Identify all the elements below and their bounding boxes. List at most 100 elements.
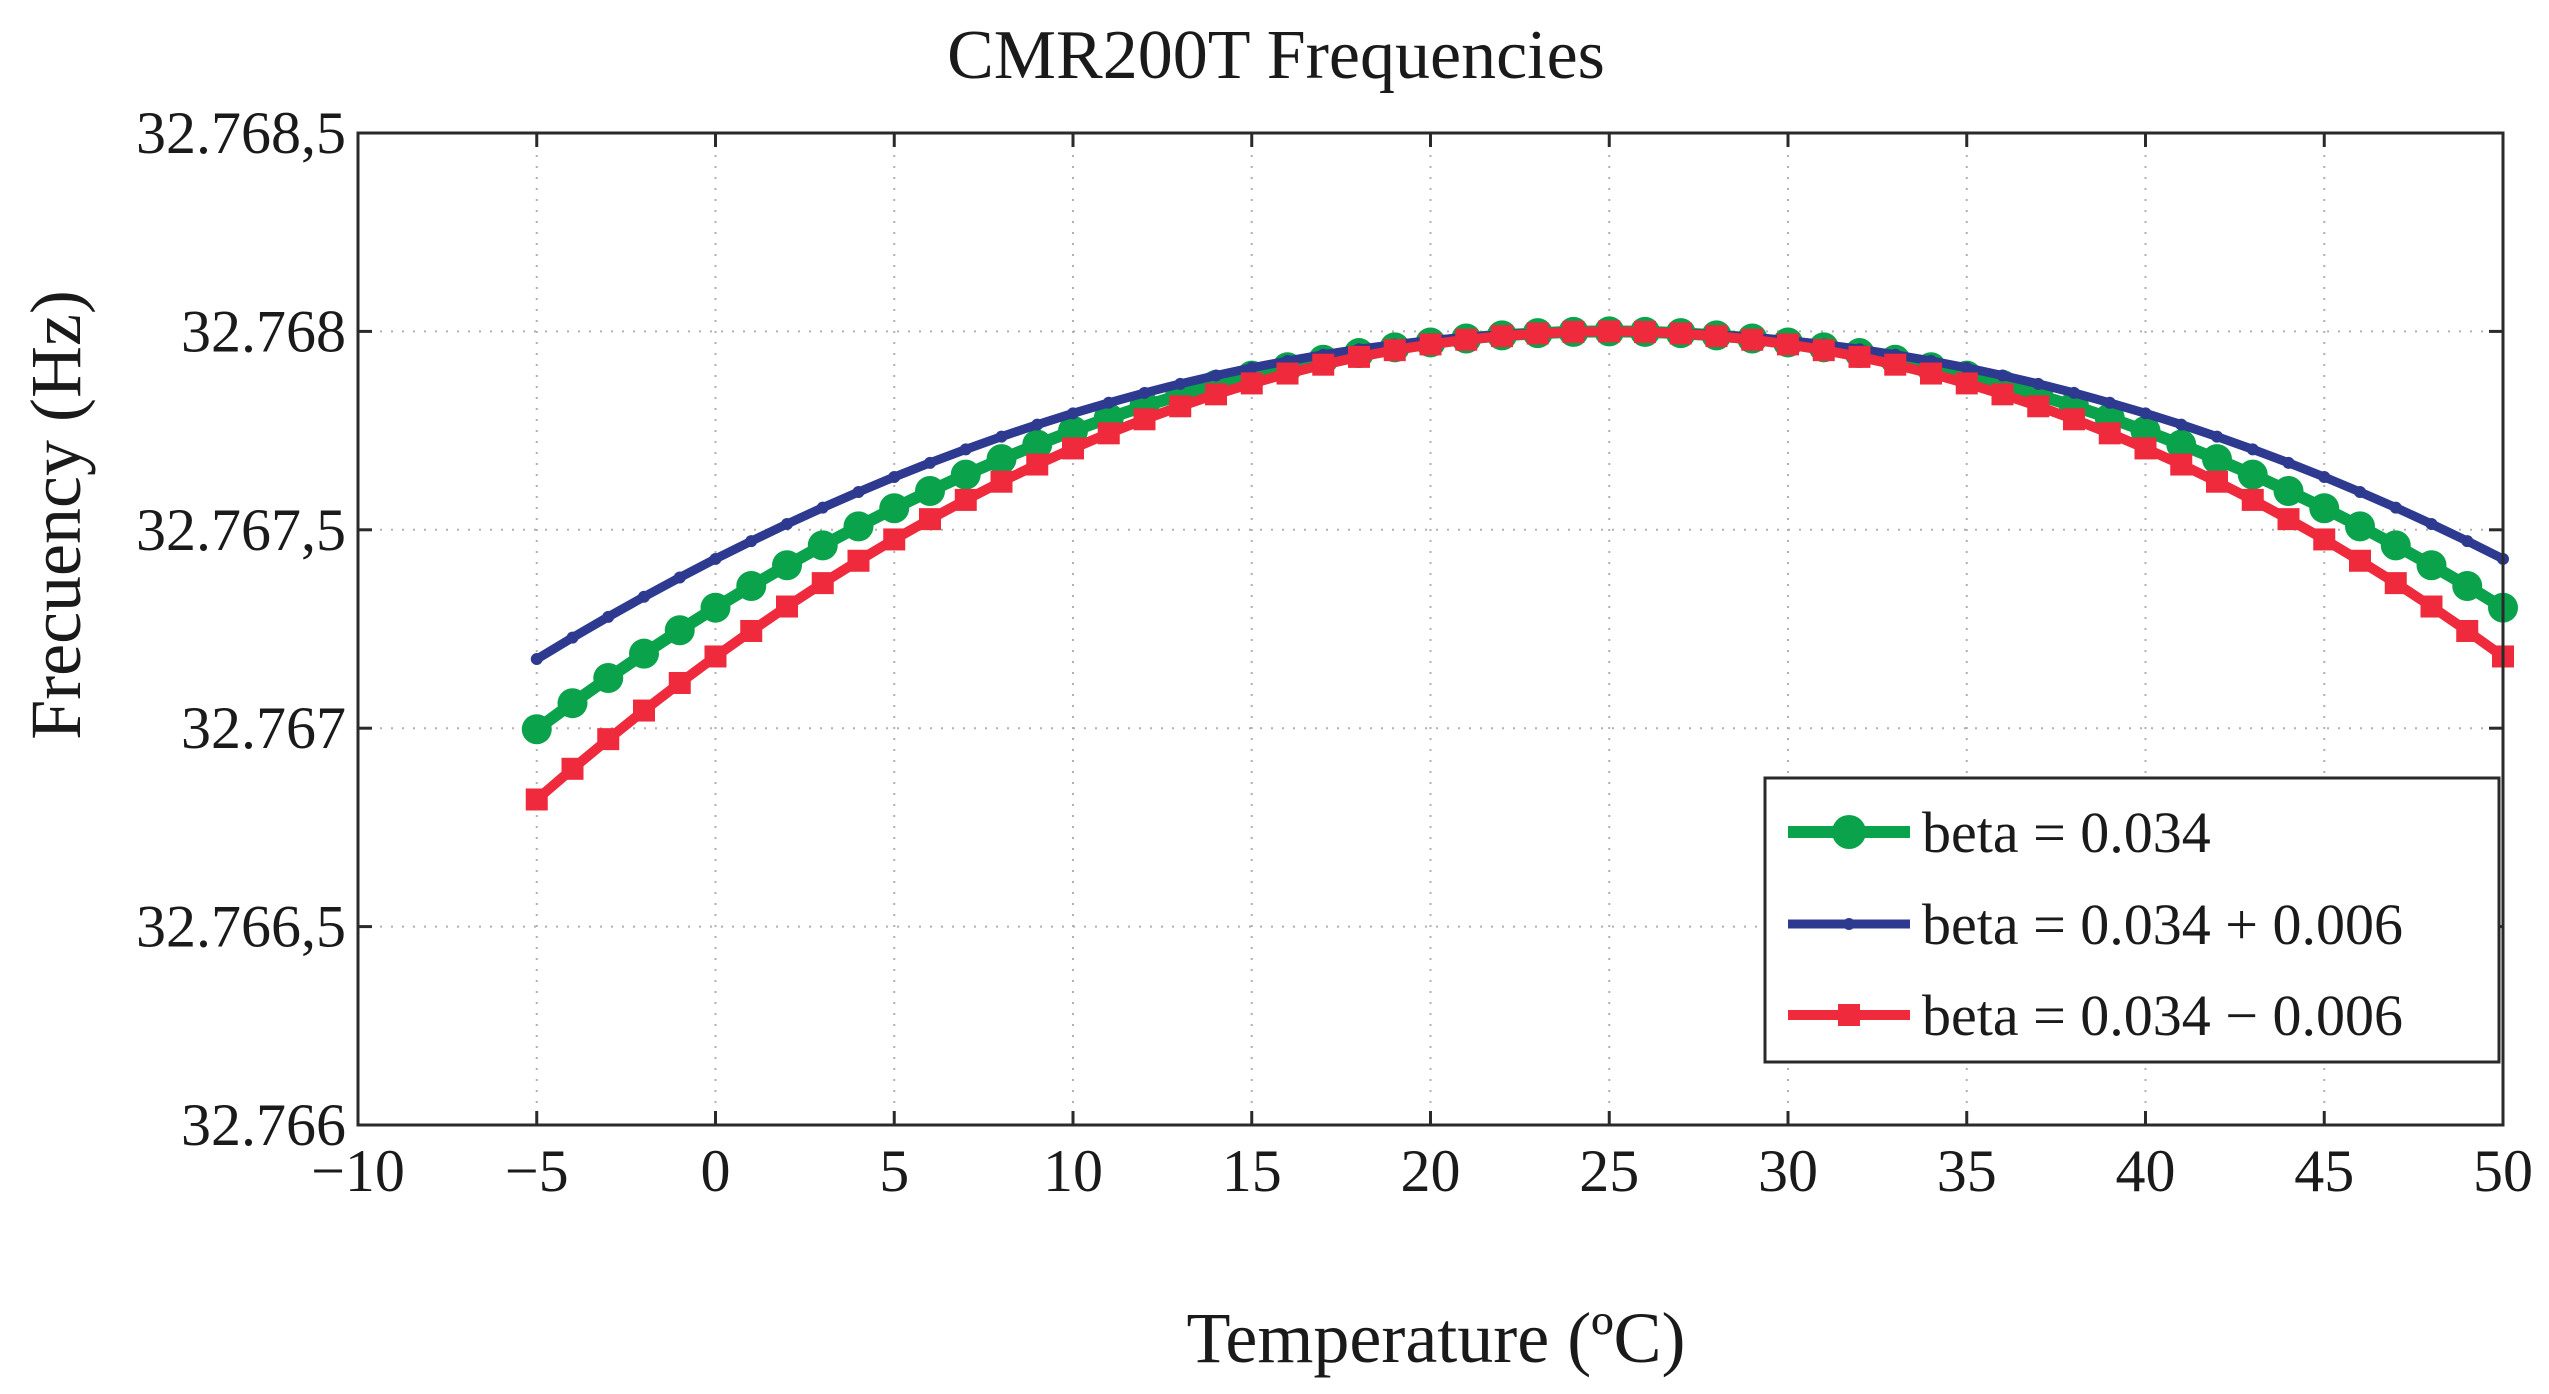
data-point [1991,383,2014,406]
data-point [959,443,972,456]
data-point [2166,429,2197,460]
data-point [2389,501,2402,514]
data-point [2175,418,2188,431]
data-point [1383,339,1406,362]
data-point [990,470,1013,493]
legend: beta = 0.034 beta = 0.034 + 0.006 beta =… [1763,776,2501,1064]
data-point [1169,395,1192,418]
data-point [2103,396,2116,409]
y-axis-label: Frecuency (Hz) [16,290,96,740]
series-group [521,316,2518,811]
data-point [2318,471,2331,484]
data-point [1133,408,1156,431]
data-point [883,528,906,551]
data-point [593,662,624,693]
y-tick-label-1: 32.766,5 [136,894,346,960]
data-point [2211,430,2223,443]
data-point [2027,395,2050,418]
legend-marker-1 [1843,918,1855,930]
data-point [1526,322,1549,345]
series-line-2 [533,326,2506,804]
data-point [1102,396,1115,409]
data-point [1598,320,1621,343]
data-point [745,535,758,548]
data-point [709,552,722,565]
ticks [356,131,2505,1127]
data-point [2202,444,2232,475]
data-point [530,653,543,666]
data-point [919,508,941,531]
data-point [852,485,865,498]
data-point [525,788,548,811]
data-point [2170,453,2193,476]
data-point [1705,325,1728,348]
data-point [847,549,870,572]
data-point [1884,353,1907,376]
data-point [2246,443,2259,456]
y-tick-label-0: 32.766 [181,1092,346,1158]
legend-label-0: beta = 0.034 [1922,800,2211,865]
data-point [673,571,686,584]
x-tick-label-2: 0 [701,1138,731,1204]
data-point [986,444,1017,475]
data-point [1138,386,1151,399]
data-point [2384,572,2407,595]
data-point [2277,508,2300,531]
x-tick-label-12: 50 [2473,1138,2533,1204]
data-point [2461,535,2474,548]
data-point [557,688,588,719]
data-point [1245,361,1258,374]
data-point [2134,437,2157,460]
data-point [807,530,838,561]
data-point [2237,459,2268,490]
data-point [2313,528,2336,551]
data-point [2206,470,2228,493]
x-tick-label-8: 30 [1758,1138,1818,1204]
x-tick-label-3: 5 [879,1138,909,1204]
data-point [781,517,793,530]
data-point [700,592,731,623]
data-point [2425,517,2438,530]
data-point [1174,377,1187,390]
legend-label-1: beta = 0.034 + 0.006 [1922,892,2403,957]
data-point [2456,619,2479,642]
data-point [1205,383,1227,406]
legend-label-2: beta = 0.034 − 0.006 [1922,983,2403,1048]
data-point [668,671,691,694]
data-point [597,728,620,751]
data-point [2139,407,2152,420]
x-tick-label-4: 10 [1043,1138,1103,1204]
data-point [629,638,659,669]
data-point [888,471,901,484]
x-tick-label-9: 35 [1937,1138,1997,1204]
x-tick-label-5: 15 [1222,1138,1282,1204]
data-point [2241,488,2264,511]
data-point [2416,550,2447,581]
chart-title: CMR200T Frequencies [947,17,1605,94]
data-point [816,501,829,514]
data-point [811,572,834,595]
data-point [2452,571,2483,602]
data-point [1955,372,1978,395]
data-point [1240,372,1263,395]
series-1 [530,325,2509,666]
data-point [1848,345,1871,368]
data-point [843,511,874,542]
data-point [602,610,615,623]
data-point [638,590,650,603]
data-point [1348,345,1370,368]
data-point [915,475,945,506]
series-line-1 [534,326,2506,663]
data-point [1031,418,1044,431]
data-point [2273,475,2304,506]
y-tick-label-5: 32.768,5 [136,100,346,166]
data-point [1097,422,1120,445]
data-point [776,595,798,618]
data-point [664,615,695,646]
data-point [1777,333,1799,356]
x-axis-label: Temperature (ºC) [1186,1298,1685,1378]
data-point [1419,333,1442,356]
data-point [2349,549,2371,572]
x-tick-label-1: −5 [505,1138,569,1204]
x-tick-label-10: 40 [2116,1138,2176,1204]
